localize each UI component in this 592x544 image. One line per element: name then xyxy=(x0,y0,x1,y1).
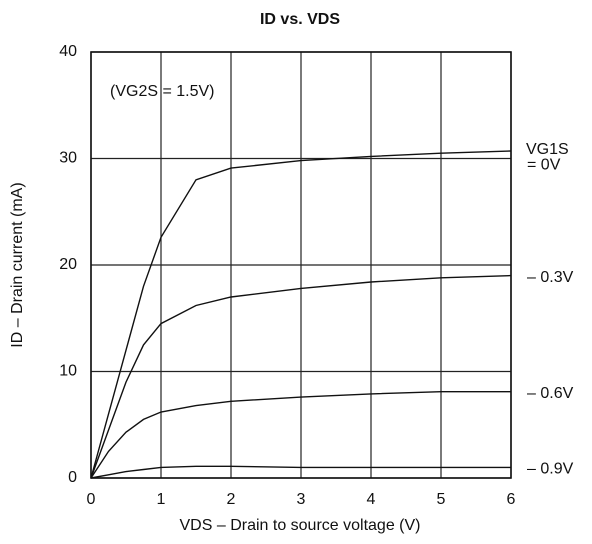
y-tick-label: 20 xyxy=(59,256,77,273)
y-tick-label: 10 xyxy=(59,363,77,380)
plot-border xyxy=(90,51,512,479)
x-tick-label: 3 xyxy=(297,491,306,508)
x-tick-label: 5 xyxy=(437,491,446,508)
legend-title: VG1S xyxy=(526,141,569,158)
y-axis-label: ID – Drain current (mA) xyxy=(9,182,26,347)
y-tick-label: 30 xyxy=(59,150,77,167)
x-axis-label: VDS – Drain to source voltage (V) xyxy=(180,517,421,534)
curve xyxy=(90,391,511,479)
curve xyxy=(90,465,511,479)
y-tick-label: 0 xyxy=(68,469,77,486)
x-tick-label: 2 xyxy=(227,491,236,508)
chart-title: ID vs. VDS xyxy=(260,11,340,28)
x-tick-label: 4 xyxy=(367,491,376,508)
legend-label: = 0V xyxy=(527,156,561,173)
curve xyxy=(90,274,512,479)
x-tick-label: 6 xyxy=(507,491,516,508)
x-tick-label: 1 xyxy=(157,491,166,508)
curve xyxy=(90,150,512,479)
legend-label: – 0.3V xyxy=(527,269,574,286)
x-tick-label: 0 xyxy=(87,491,96,508)
legend-label: – 0.6V xyxy=(527,385,574,402)
legend-label: – 0.9V xyxy=(527,461,574,478)
y-tick-label: 40 xyxy=(59,43,77,60)
annotation: (VG2S = 1.5V) xyxy=(110,83,215,100)
